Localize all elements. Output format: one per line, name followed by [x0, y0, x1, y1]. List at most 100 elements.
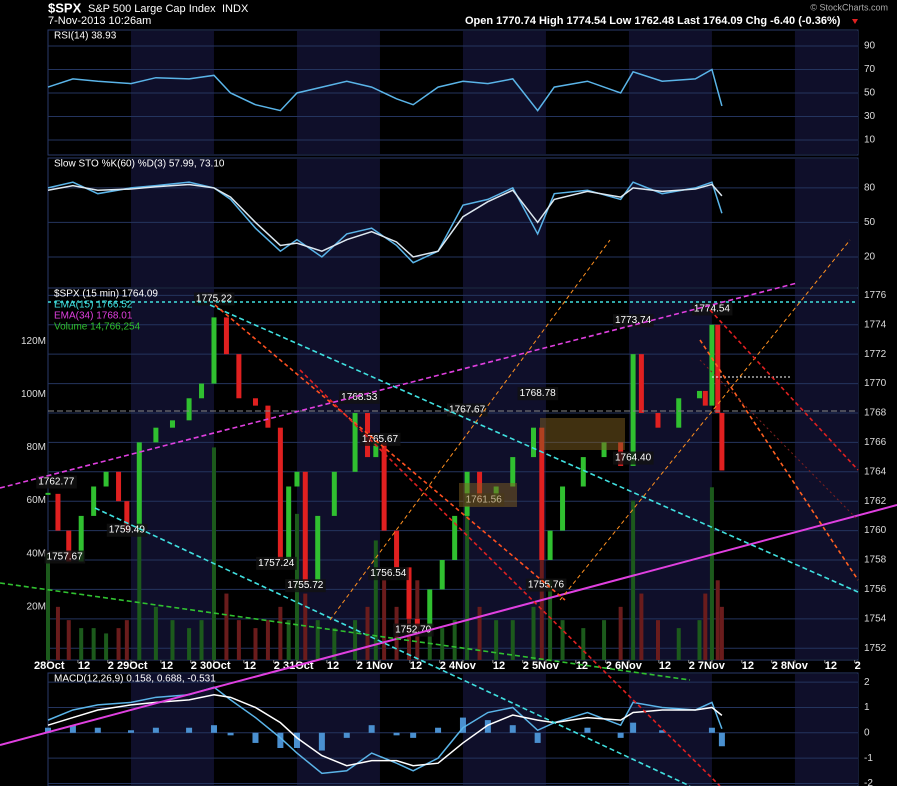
down-arrow	[852, 19, 858, 24]
candle	[124, 501, 130, 531]
x-tick-label: 2	[689, 660, 695, 672]
exchange: INDX	[222, 3, 249, 15]
legend-label: $SPX (15 min) 1764.09	[54, 289, 158, 300]
x-tick-label: 2	[191, 660, 197, 672]
day-band	[462, 159, 546, 287]
candle	[236, 354, 242, 399]
candle	[510, 457, 516, 487]
price-label-box	[285, 579, 326, 593]
volume-bar	[709, 487, 714, 660]
x-tick-label: 12	[742, 660, 754, 672]
histogram-bar	[393, 732, 400, 736]
volume-bar	[365, 606, 370, 660]
price-label: 1765.67	[362, 434, 399, 445]
candle	[452, 515, 458, 561]
date: 7-Nov-2013 10:26am	[48, 15, 151, 27]
y-tick-label: 1760	[864, 525, 887, 536]
volume-bar	[440, 628, 445, 660]
volume-bar	[199, 620, 204, 660]
candle	[103, 471, 109, 487]
x-tick-label: 2	[274, 660, 280, 672]
histogram-bar	[708, 727, 715, 733]
x-tick-label: 2	[357, 660, 363, 672]
volume-bar	[581, 628, 586, 660]
histogram-bar	[617, 732, 624, 738]
volume-bar	[477, 606, 482, 660]
volume-bar	[548, 580, 553, 660]
x-tick-label: 2	[440, 660, 446, 672]
candle	[547, 530, 553, 561]
y-tick-label: 1772	[864, 349, 887, 360]
price-label: 1752.70	[395, 625, 432, 636]
volume-bar	[224, 593, 229, 660]
price-label-box	[517, 387, 559, 401]
volume-bar	[211, 447, 216, 660]
price-label: 1755.72	[287, 580, 324, 591]
volume-bar	[236, 620, 241, 660]
candle	[302, 471, 308, 583]
volume-bar	[655, 620, 660, 660]
trend-line	[559, 239, 851, 601]
y-tick-label: 1	[864, 702, 870, 713]
quote: Open 1770.74 High 1774.54 Low 1762.48 La…	[465, 15, 841, 27]
y-tick-label: 70	[864, 64, 876, 75]
histogram-bar	[659, 730, 666, 733]
y-tick-label: 80	[864, 183, 876, 194]
x-tick-label: 12	[244, 660, 256, 672]
x-tick-label: 29Oct	[117, 660, 148, 672]
trend-lines	[0, 239, 897, 786]
volume-bar	[104, 633, 109, 660]
candle	[55, 493, 61, 531]
trend-line	[699, 339, 859, 581]
channel-line	[0, 282, 798, 489]
day-band	[130, 674, 214, 785]
y-tick-label: 20	[864, 252, 876, 263]
price-label-box	[256, 556, 297, 570]
candle	[394, 530, 400, 568]
volume-tick-label: 20M	[27, 601, 46, 612]
price-label-box	[339, 390, 380, 404]
volume-bar	[676, 628, 681, 660]
volume-bar	[187, 628, 192, 660]
volume-bar	[91, 628, 96, 660]
price-label: 1773.74	[615, 315, 652, 326]
price-label-box	[691, 302, 733, 316]
x-tick-label: 12	[327, 660, 339, 672]
candle	[331, 471, 337, 516]
candle	[211, 317, 217, 384]
candle	[116, 471, 122, 502]
volume-bar	[66, 620, 71, 660]
legend-label: RSI(14) 38.93	[54, 31, 117, 42]
candle	[373, 442, 379, 458]
candle	[78, 515, 84, 562]
volume-bar	[560, 620, 565, 660]
day-band	[296, 289, 380, 659]
volume-bar	[55, 606, 60, 660]
symbol: $SPX	[48, 0, 82, 15]
volume-bar	[137, 474, 142, 660]
histogram-bar	[45, 727, 51, 733]
price-label: 1757.67	[47, 552, 84, 563]
volume-bar	[697, 620, 702, 660]
candle	[45, 492, 51, 495]
trend-line	[709, 309, 859, 471]
y-tick-label: 1752	[864, 643, 887, 654]
y-tick-label: 1768	[864, 408, 887, 419]
price-label: 1768.78	[520, 388, 557, 399]
series-line	[47, 183, 723, 258]
trend-line	[209, 304, 859, 593]
histogram-bar	[210, 725, 217, 733]
x-tick-label: 2	[772, 660, 778, 672]
candle	[66, 530, 72, 562]
highlight-box	[540, 418, 625, 450]
y-tick-label: 1770	[864, 378, 887, 389]
trend-line	[94, 507, 691, 786]
legend-label: EMA(15) 1766.52	[54, 300, 133, 311]
volume-bar	[170, 620, 175, 660]
volume-bar	[602, 620, 607, 660]
y-tick-label: 90	[864, 41, 876, 52]
candle	[381, 442, 387, 531]
candle	[352, 412, 358, 472]
candle	[199, 383, 205, 399]
volume-bar	[494, 620, 499, 660]
